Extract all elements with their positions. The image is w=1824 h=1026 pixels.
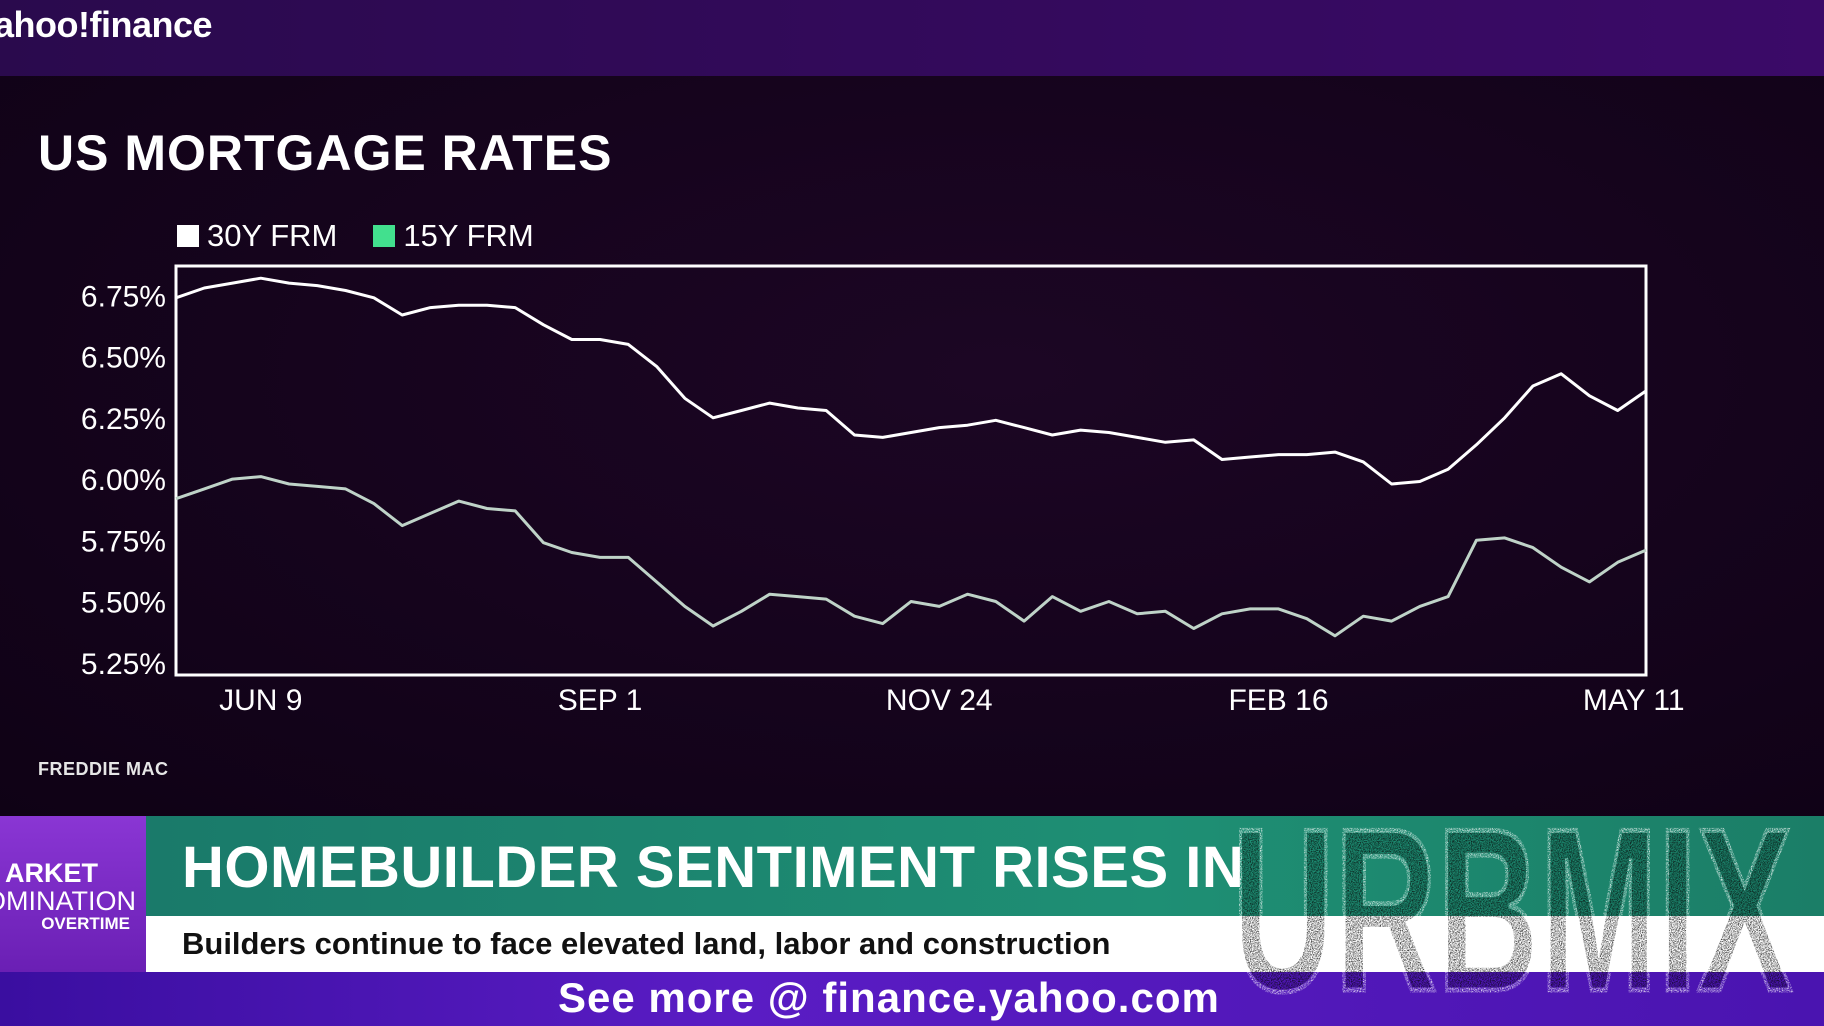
bottom-bar: See more @ finance.yahoo.com — [0, 972, 1824, 1026]
subheadline-text: Builders continue to face elevated land,… — [182, 926, 1111, 961]
lower-third: ARKET OMINATION OVERTIME HOMEBUILDER SEN… — [0, 816, 1824, 972]
legend-label-15y: 15Y FRM — [403, 218, 534, 253]
x-tick-label: NOV 24 — [886, 684, 993, 717]
x-tick-label: MAY 11 — [1583, 684, 1685, 717]
y-tick-label: 6.25% — [81, 403, 166, 436]
y-tick-label: 6.00% — [81, 464, 166, 497]
series-line-15y — [175, 475, 1647, 638]
series-line-30y — [175, 276, 1647, 486]
legend-item-15y: 15Y FRM — [373, 218, 534, 254]
show-name-line1: ARKET — [5, 858, 98, 888]
show-name-line2: OMINATION — [0, 886, 136, 916]
y-tick-label: 5.25% — [81, 648, 166, 681]
watermark-text: URBMIX — [1232, 781, 1792, 1000]
x-tick-label: SEP 1 — [558, 684, 643, 717]
subheadline-banner: Builders continue to face elevated land,… — [146, 916, 1824, 972]
yahoo-finance-logo: ahoo!finance — [0, 4, 213, 45]
show-name-line3: OVERTIME — [41, 914, 130, 933]
legend-label-30y: 30Y FRM — [207, 218, 338, 253]
chart-source: FREDDIE MAC — [38, 759, 169, 779]
chart-title: US MORTGAGE RATES — [38, 125, 613, 181]
chart-legend: 30Y FRM 15Y FRM — [177, 218, 534, 254]
y-tick-label: 6.75% — [81, 280, 166, 313]
x-tick-label: JUN 9 — [219, 684, 302, 717]
legend-swatch-15y — [373, 225, 396, 247]
show-branding: ARKET OMINATION OVERTIME — [0, 816, 146, 972]
chart-area — [0, 76, 1824, 816]
x-tick-label: FEB 16 — [1228, 684, 1328, 717]
y-tick-label: 5.50% — [81, 587, 166, 620]
y-tick-label: 6.50% — [81, 342, 166, 375]
legend-swatch-30y — [177, 225, 199, 247]
mortgage-rates-chart: JUN 9 SEP 1 NOV 24 FEB 16 MAY 11 6.75% 6.50% 6.… — [81, 264, 1685, 717]
top-bar: ahoo!finance — [0, 0, 1824, 76]
y-tick-label: 5.75% — [81, 525, 166, 558]
see-more-link[interactable]: See more @ finance.yahoo.com — [558, 974, 1220, 1021]
headline-banner: HOMEBUILDER SENTIMENT RISES IN — [146, 816, 1824, 916]
plot-frame — [174, 264, 1648, 677]
urbmix-watermark: URBMIX — [1230, 779, 1795, 1001]
legend-item-30y: 30Y FRM — [177, 218, 337, 254]
headline-text: HOMEBUILDER SENTIMENT RISES IN — [182, 835, 1245, 900]
